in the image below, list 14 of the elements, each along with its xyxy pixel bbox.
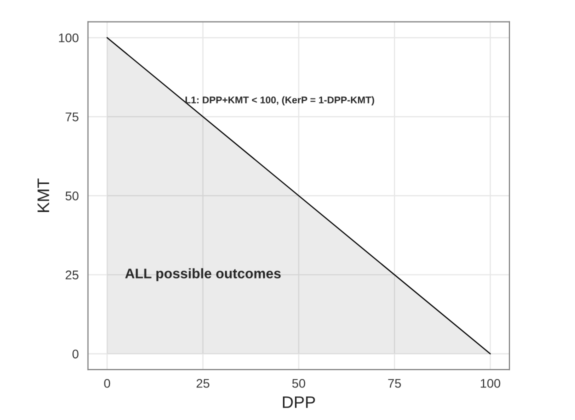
annotation: L1: DPP+KMT < 100, (KerP = 1-DPP-KMT) xyxy=(186,96,374,106)
x-tick-label: 25 xyxy=(196,378,210,388)
x-tick-label: 0 xyxy=(104,378,110,388)
x-tick-label: 75 xyxy=(388,379,401,388)
y-tick-label: 75 xyxy=(66,112,78,122)
y-tick-label: 100 xyxy=(59,33,78,42)
x-tick-label: 50 xyxy=(292,378,306,388)
y-tick-label: 0 xyxy=(72,350,78,358)
annotation: ALL possible outcomes xyxy=(125,268,281,282)
x-axis-title: DPP xyxy=(282,396,315,408)
y-axis-title: KMT xyxy=(38,178,50,212)
y-tick-label: 25 xyxy=(66,270,78,280)
y-tick-label: 50 xyxy=(66,192,78,200)
x-tick-label: 100 xyxy=(480,378,500,388)
